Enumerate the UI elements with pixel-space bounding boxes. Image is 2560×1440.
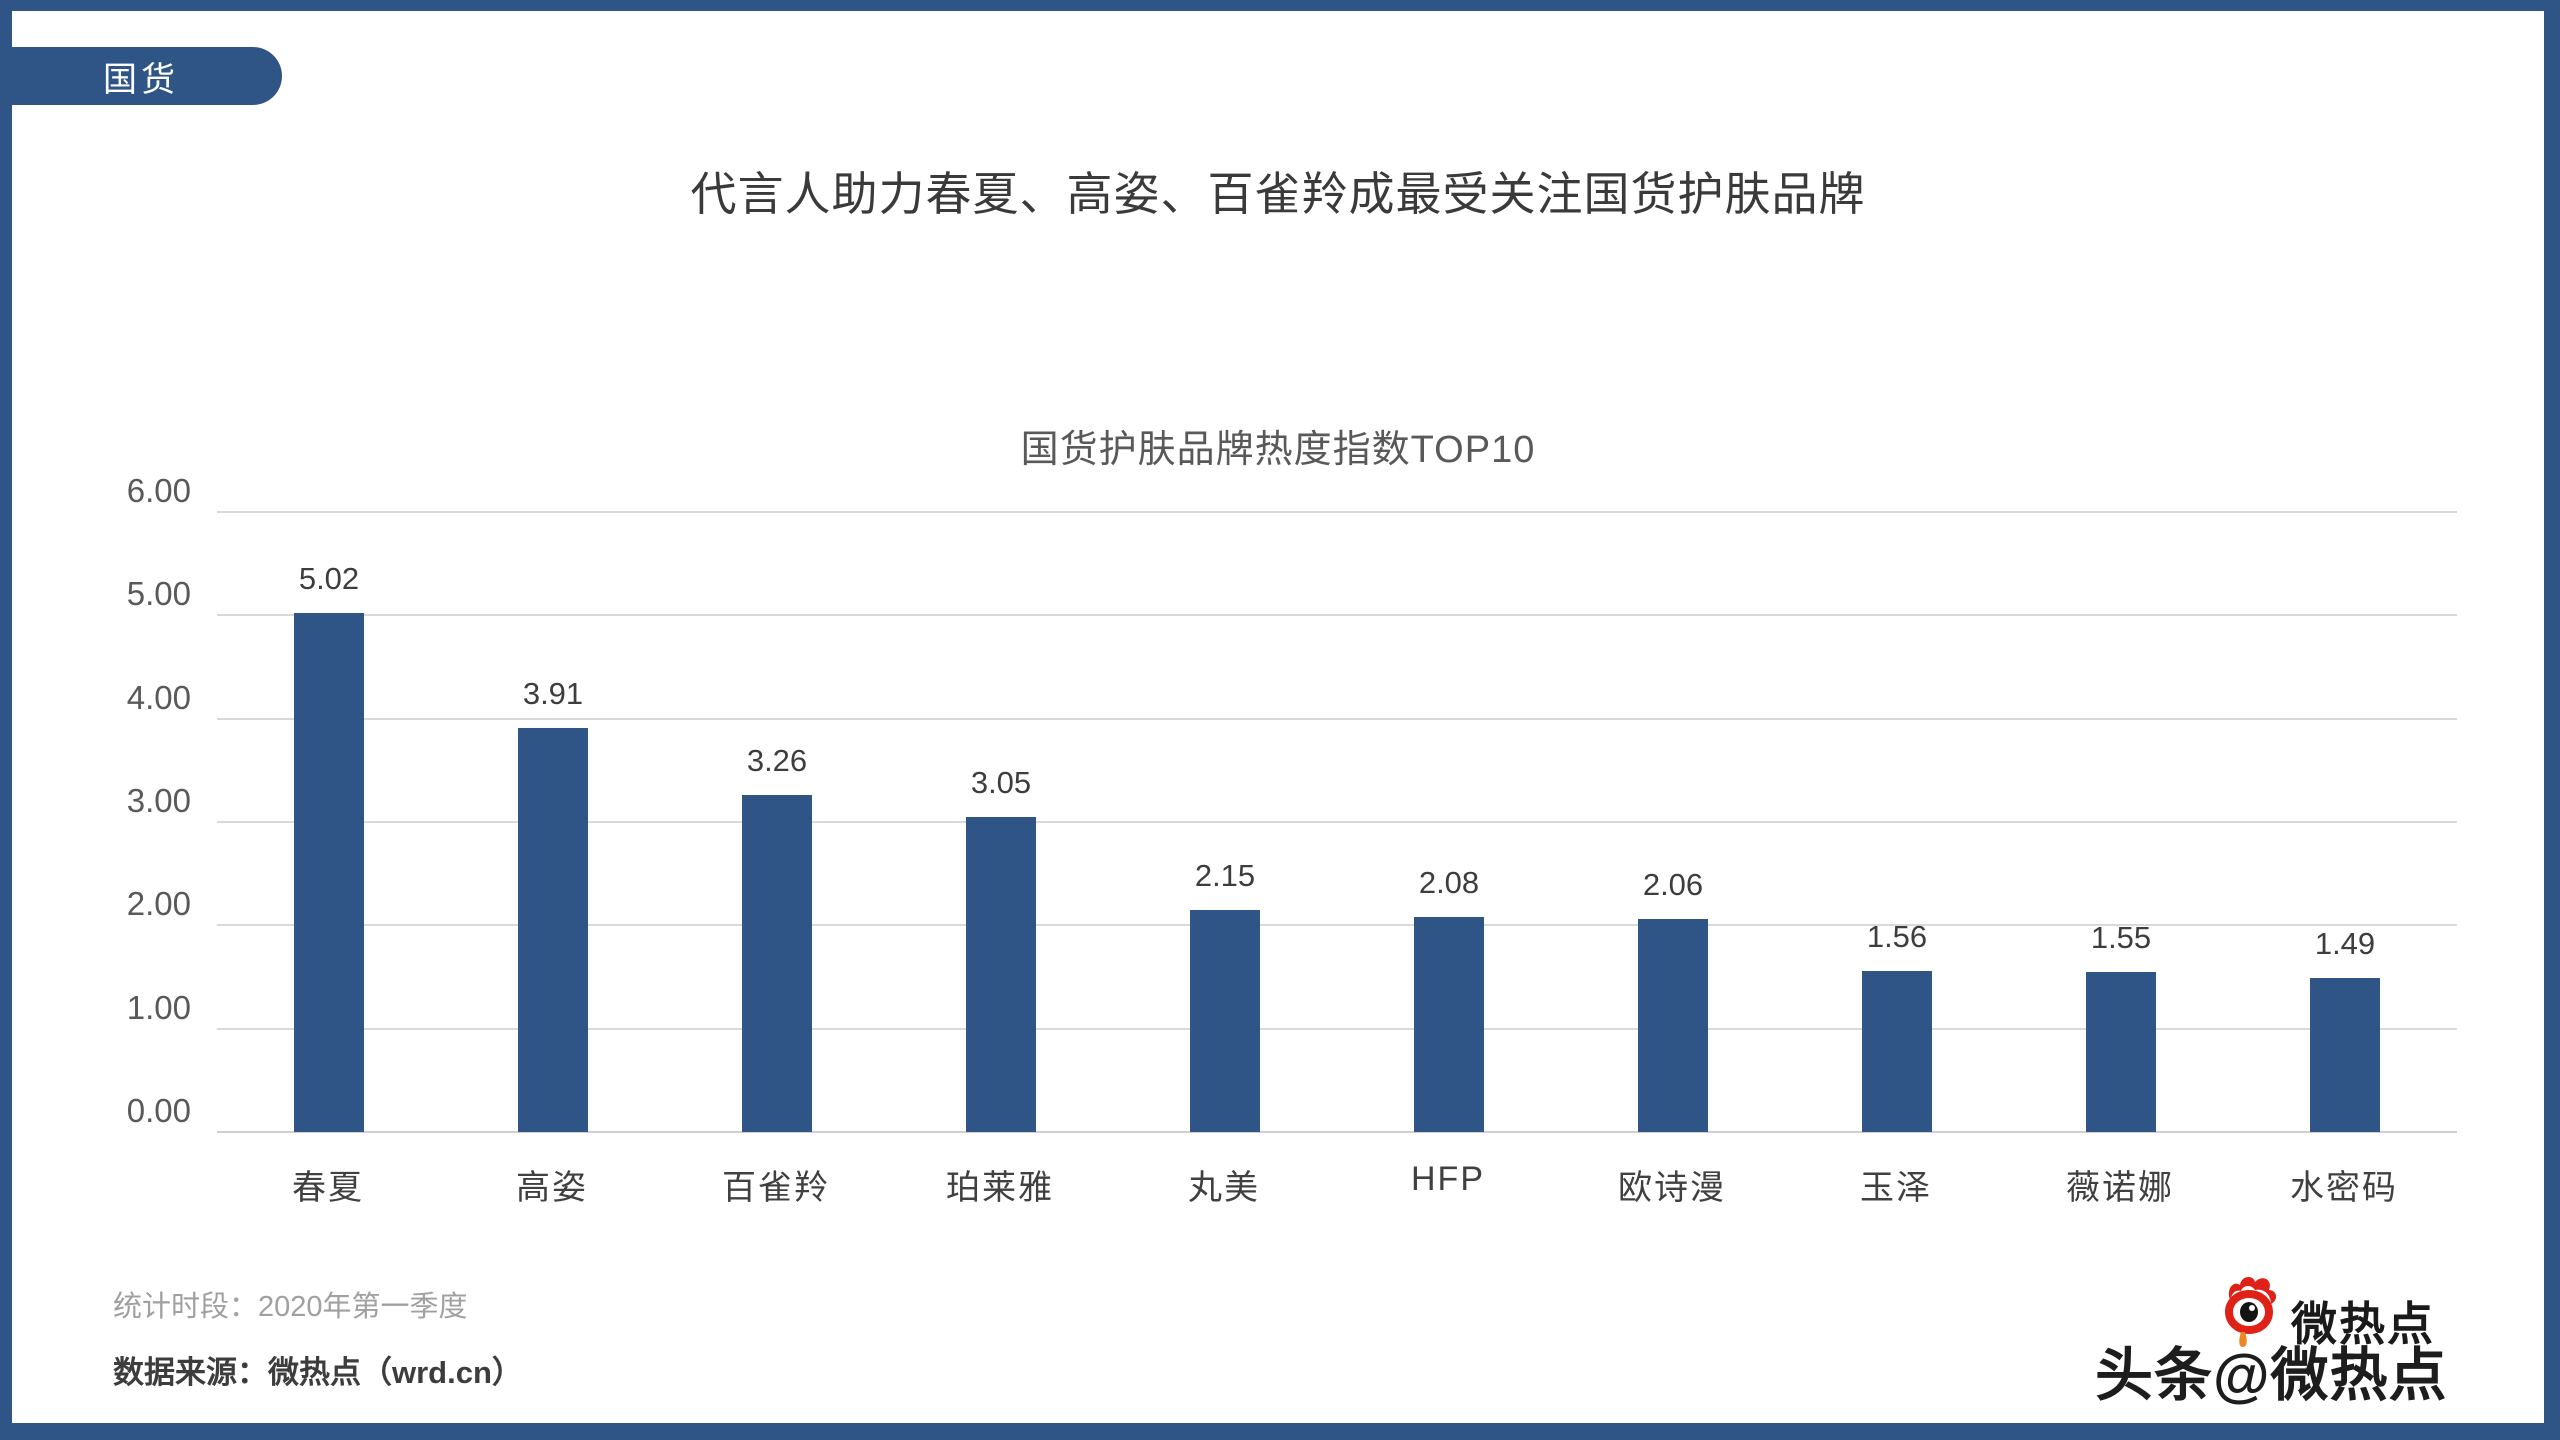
- gridline-y0.00: [217, 1131, 2457, 1133]
- bar-水密码: [2310, 978, 2380, 1132]
- x-axis-label-丸美: 丸美: [1188, 1169, 1260, 1207]
- y-axis-tick-label: 1.00: [126, 988, 191, 1026]
- gridline-y2.00: [217, 924, 2457, 927]
- bar-value-label: 2.15: [1194, 857, 1256, 893]
- y-axis-tick-label: 3.00: [126, 782, 191, 819]
- y-axis-tick-label: 2.00: [126, 885, 191, 923]
- bar-value-label: 3.05: [970, 764, 1032, 800]
- bar-value-label: 1.56: [1866, 918, 1928, 954]
- x-axis-label-春夏: 春夏: [292, 1169, 364, 1207]
- gridline-y3.00: [217, 821, 2457, 823]
- y-axis-tick-label: 6.00: [126, 472, 191, 509]
- watermark: 微热点 头条@微热点: [2095, 1272, 2495, 1422]
- x-axis-label-高姿: 高姿: [516, 1169, 588, 1207]
- gridline-y5.00: [217, 614, 2457, 617]
- x-axis-label-薇诺娜: 薇诺娜: [2066, 1169, 2174, 1207]
- bar-欧诗漫: [1638, 919, 1708, 1132]
- watermark-logo-text: 微热点: [2291, 1298, 2435, 1350]
- x-axis-label-珀莱雅: 珀莱雅: [946, 1169, 1054, 1207]
- y-axis-tick-label: 4.00: [126, 678, 191, 716]
- bar-HFP: [1414, 917, 1484, 1132]
- bar-薇诺娜: [2086, 971, 2156, 1132]
- bar-玉泽: [1862, 970, 1932, 1132]
- plot-area: 0.00 1.00 2.00 3.00 4.00 5.00 6.00 5.02 春夏 3.91 高姿…: [127, 472, 2457, 1207]
- frame-bottom-border: [0, 1423, 2560, 1440]
- category-badge: 国货: [0, 47, 282, 105]
- x-axis-label-玉泽: 玉泽: [1860, 1169, 1932, 1207]
- chart-title: 国货护肤品牌热度指数TOP10: [1020, 429, 1536, 471]
- bar-value-label: 2.08: [1418, 865, 1480, 901]
- bar-百雀羚: [742, 795, 812, 1132]
- x-axis-label-百雀羚: 百雀羚: [722, 1169, 830, 1207]
- bar-value-label: 3.26: [746, 743, 808, 779]
- bar-春夏: [294, 613, 364, 1132]
- weibo-eye-icon: [2225, 1276, 2277, 1347]
- bar-高姿: [518, 727, 588, 1132]
- gridline-y6.00: [217, 511, 2457, 513]
- bar-珀莱雅: [966, 816, 1036, 1132]
- gridline-y4.00: [217, 717, 2457, 720]
- y-axis-tick-label: 5.00: [126, 575, 191, 613]
- frame-left-border: [0, 0, 12, 1440]
- stat-period-text: 统计时段：2020年第一季度: [113, 1291, 468, 1323]
- data-source-text: 数据来源：微热点（wrd.cn）: [113, 1355, 523, 1390]
- x-axis-label-欧诗漫: 欧诗漫: [1618, 1169, 1726, 1207]
- bar-value-label: 2.06: [1642, 867, 1704, 903]
- page-title: 代言人助力春夏、高姿、百雀羚成最受关注国货护肤品牌: [690, 168, 1866, 220]
- category-badge-label: 国货: [103, 60, 179, 99]
- bar-丸美: [1190, 909, 1260, 1132]
- bar-value-label: 1.49: [2314, 926, 2376, 962]
- x-axis-label-水密码: 水密码: [2290, 1169, 2398, 1207]
- bar-value-label: 3.91: [522, 675, 584, 711]
- gridline-y1.00: [217, 1027, 2457, 1030]
- frame-right-border: [2544, 0, 2560, 1440]
- bar-value-label: 5.02: [298, 561, 360, 597]
- x-axis-label-HFP: HFP: [1411, 1160, 1485, 1198]
- watermark-overlay-text: 头条@微热点: [2095, 1343, 2448, 1408]
- frame-top-border: [0, 0, 2560, 11]
- y-axis-tick-label: 0.00: [126, 1092, 191, 1129]
- bar-value-label: 1.55: [2090, 919, 2152, 955]
